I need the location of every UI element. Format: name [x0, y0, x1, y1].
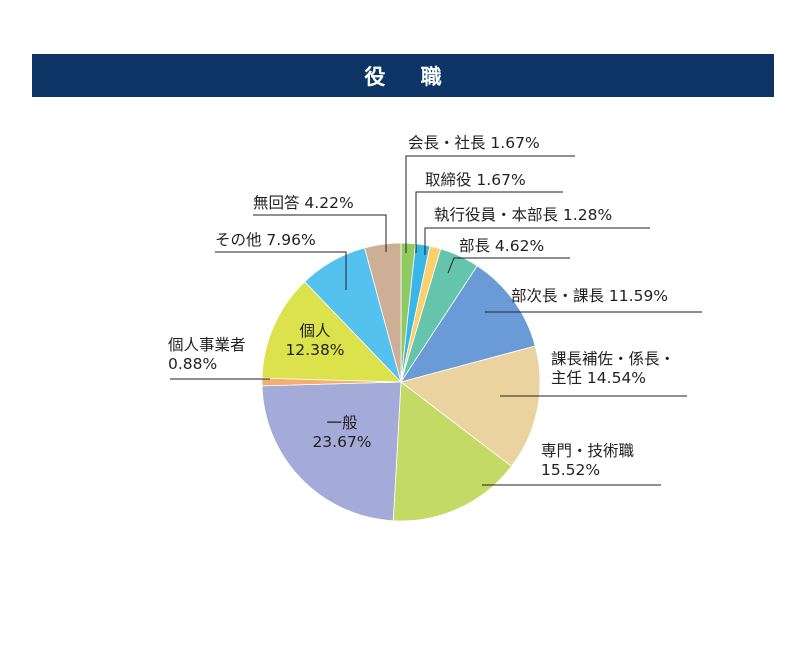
slice-label-line: 部次長・課長 11.59%	[511, 287, 668, 305]
pie-slice	[400, 265, 536, 383]
slice-label-line: 一般	[326, 414, 357, 432]
leader-line	[424, 227, 650, 255]
leader-line	[253, 214, 387, 252]
slice-label: 部次長・課長 11.59%	[511, 287, 668, 305]
slice-label-line: 執行役員・本部長 1.28%	[434, 206, 612, 224]
slice-label-line: 0.88%	[168, 355, 217, 373]
slice-label: 一般 23.67%	[312, 414, 371, 451]
slice-labels: 会長・社長 1.67% 取締役 1.67% 執行役員・本部長 1.28% 部長 4.6…	[168, 134, 675, 479]
slice-label: 課長補佐・係長・主任 14.54%	[551, 350, 675, 387]
slice-label: 個人事業者 0.88%	[168, 336, 246, 373]
slice-label: 取締役 1.67%	[425, 171, 526, 189]
slice-label-line: 無回答 4.22%	[253, 194, 354, 212]
slice-label-line: 課長補佐・係長・	[551, 350, 675, 368]
slice-label: 会長・社長 1.67%	[408, 134, 540, 152]
chart-title-bar: 役 職	[32, 54, 774, 97]
leader-line	[215, 251, 347, 290]
slice-label-line: 取締役 1.67%	[425, 171, 526, 189]
slice-label: 部長 4.62%	[459, 237, 544, 255]
slice-label-line: 個人事業者	[168, 336, 246, 354]
pie-slice	[392, 381, 513, 522]
slice-label: その他 7.96%	[215, 231, 316, 249]
slice-label: 専門・技術職 15.52%	[541, 442, 635, 479]
slice-label-line: その他 7.96%	[215, 231, 316, 249]
leader-line	[447, 257, 570, 274]
slice-label-line: 会長・社長 1.67%	[408, 134, 540, 152]
chart-title: 役 職	[364, 64, 456, 89]
leader-lines	[170, 155, 702, 486]
slice-label-line: 個人	[299, 322, 330, 340]
leader-line	[405, 155, 575, 253]
slice-label-line: 専門・技術職	[541, 442, 635, 460]
slice-label-line: 主任 14.54%	[551, 369, 646, 387]
slice-label: 個人 12.38%	[285, 322, 344, 359]
slice-label-line: 15.52%	[541, 461, 600, 479]
slice-label-line: 23.67%	[312, 433, 371, 451]
pie-slice	[400, 345, 541, 467]
pie-slice	[364, 242, 402, 383]
slice-label-line: 部長 4.62%	[459, 237, 544, 255]
slice-label-line: 12.38%	[285, 341, 344, 359]
pie-slice	[261, 381, 402, 522]
pie-slices	[261, 242, 541, 522]
slice-label: 執行役員・本部長 1.28%	[434, 206, 612, 224]
slice-label: 無回答 4.22%	[253, 194, 354, 212]
leader-line	[415, 191, 563, 253]
pie-slice	[261, 281, 402, 383]
